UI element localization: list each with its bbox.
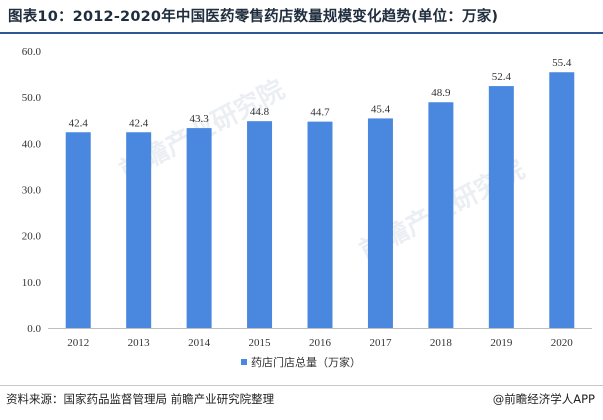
data-label: 48.9: [431, 87, 451, 99]
y-tick-label: 50.0: [22, 92, 42, 104]
x-tick-label: 2020: [551, 337, 574, 349]
x-tick-label: 2015: [249, 337, 272, 349]
chart-title: 图表10：2012-2020年中国医药零售药店数量规模变化趋势(单位：万家): [8, 9, 499, 25]
legend-swatch: [241, 359, 247, 365]
data-label: 44.7: [310, 107, 330, 119]
data-label: 42.4: [129, 117, 149, 129]
y-tick-label: 40.0: [22, 138, 42, 150]
x-tick-label: 2019: [490, 337, 513, 349]
data-label: 52.4: [492, 71, 512, 83]
data-label: 45.4: [371, 103, 391, 115]
y-tick-label: 60.0: [22, 46, 42, 58]
bar: [307, 121, 333, 328]
x-tick-label: 2018: [430, 337, 453, 349]
x-tick-label: 2017: [369, 337, 392, 349]
x-tick-label: 2013: [128, 337, 151, 349]
bar: [186, 128, 212, 328]
y-tick-label: 10.0: [22, 277, 42, 289]
source-note: 资料来源：国家药品监督管理局 前瞻产业研究院整理: [6, 392, 275, 406]
bar: [488, 86, 514, 328]
bar: [65, 132, 91, 328]
y-tick-label: 30.0: [22, 185, 42, 197]
title-divider: [0, 32, 603, 34]
bar: [247, 121, 273, 328]
data-label: 55.4: [552, 57, 572, 69]
bar-chart: 0.0 10.0 20.0 30.0 40.0 50.0 60.0 2012 2013 2014 2…: [22, 46, 592, 369]
y-tick-label: 0.0: [27, 323, 41, 335]
bar: [126, 132, 152, 328]
credit-note: @前瞻经济学人APP: [492, 392, 595, 406]
legend-label: 药店门店总量（万家）: [251, 355, 361, 369]
footer-divider: [0, 385, 603, 386]
x-tick-label: 2016: [309, 337, 332, 349]
x-tick-label: 2012: [67, 337, 89, 349]
bar: [367, 118, 393, 328]
y-tick-label: 20.0: [22, 231, 42, 243]
bar: [549, 72, 575, 328]
data-label: 42.4: [69, 117, 89, 129]
data-label: 44.8: [250, 106, 270, 118]
x-tick-label: 2014: [188, 337, 211, 349]
data-label: 43.3: [189, 113, 209, 125]
bar: [428, 102, 454, 329]
